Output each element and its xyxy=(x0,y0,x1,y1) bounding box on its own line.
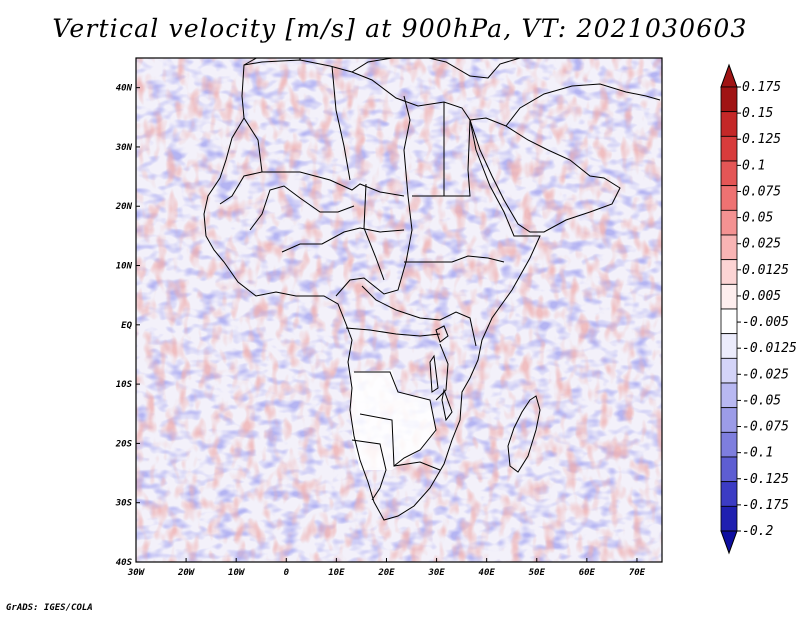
coastlines-and-borders xyxy=(203,58,661,521)
colorbar-label: -0.05 xyxy=(742,393,781,408)
x-tick-label: 20E xyxy=(377,568,395,578)
colorbar-label: 0.005 xyxy=(742,289,781,304)
colorbar-swatch xyxy=(720,135,738,162)
colorbar-swatch xyxy=(720,357,738,384)
y-tick-label: 20N xyxy=(115,202,133,212)
colorbar-label: 0.15 xyxy=(742,106,773,121)
colorbar-swatch xyxy=(720,382,738,409)
colorbar-swatch xyxy=(720,234,738,261)
colorbar-swatch xyxy=(720,185,738,211)
x-tick-label: 10W xyxy=(228,568,246,578)
x-tick-label: 30E xyxy=(427,568,445,578)
colorbar-label: -0.1 xyxy=(742,446,773,461)
y-tick-label: 10N xyxy=(116,262,133,272)
colorbar-label: -0.125 xyxy=(742,472,789,487)
y-axis-ticks: 40N 30N 20N 10N EQ 10S 20S 30S 40S xyxy=(115,84,140,568)
y-tick-label: 30N xyxy=(115,143,133,153)
y-tick-label: 20S xyxy=(115,439,133,449)
colorbar-label: -0.0125 xyxy=(742,341,797,356)
colorbar: 0.175 0.15 0.125 0.1 0.075 0.05 0.025 0.0125 0.0… xyxy=(720,63,797,555)
colorbar-label: -0.025 xyxy=(742,367,789,382)
colorbar-swatch xyxy=(720,308,738,335)
colorbar-label: 0.175 xyxy=(742,80,781,95)
y-tick-label: EQ xyxy=(121,321,132,331)
colorbar-swatch xyxy=(720,333,738,359)
x-tick-label: 40E xyxy=(479,568,496,578)
colorbar-swatch xyxy=(720,259,738,285)
x-tick-label: 10E xyxy=(328,568,345,578)
colorbar-swatch xyxy=(720,431,738,458)
colorbar-swatch xyxy=(720,481,738,507)
y-tick-label: 40N xyxy=(116,84,133,94)
colorbar-bottom-arrow xyxy=(720,530,738,555)
x-tick-label: 30W xyxy=(127,568,146,578)
colorbar-label: 0.025 xyxy=(742,237,781,252)
colorbar-label: -0.175 xyxy=(742,498,789,513)
colorbar-label: -0.005 xyxy=(742,315,789,330)
x-tick-label: 0 xyxy=(284,568,290,578)
colorbar-label: 0.075 xyxy=(742,184,781,199)
colorbar-label: 0.05 xyxy=(742,211,773,226)
velocity-field xyxy=(136,58,662,562)
colorbar-swatch xyxy=(720,283,738,310)
x-tick-label: 60E xyxy=(579,568,596,578)
x-tick-label: 70E xyxy=(629,568,646,578)
colorbar-swatch xyxy=(720,456,738,483)
colorbar-swatch xyxy=(720,111,738,137)
x-tick-label: 50E xyxy=(529,568,546,578)
colorbar-label: 0.1 xyxy=(742,158,765,173)
colorbar-swatch xyxy=(720,86,738,113)
colorbar-label: -0.075 xyxy=(742,420,789,435)
footer-credit: GrADS: IGES/COLA xyxy=(6,603,93,613)
colorbar-label: 0.0125 xyxy=(742,263,789,278)
colorbar-swatch xyxy=(720,209,738,236)
y-tick-label: 10S xyxy=(116,380,133,390)
y-tick-label: 30S xyxy=(115,499,133,509)
colorbar-label: -0.2 xyxy=(742,524,773,539)
x-axis-ticks: 30W 20W 10W 0 10E 20E 30E 40E 50E 60E 70E xyxy=(127,558,646,578)
axes: 30W 20W 10W 0 10E 20E 30E 40E 50E 60E 70E 40N 30N 20… xyxy=(115,57,663,578)
colorbar-top-arrow xyxy=(720,63,738,88)
plot-frame xyxy=(135,57,663,563)
colorbar-label: 0.125 xyxy=(742,132,781,147)
y-tick-label: 40S xyxy=(116,558,133,568)
chart-title: Vertical velocity [m/s] at 900hPa, VT: 2… xyxy=(52,14,748,43)
x-tick-label: 20W xyxy=(177,568,196,578)
colorbar-swatch xyxy=(720,160,738,187)
colorbar-swatch xyxy=(720,505,738,532)
colorbar-swatch xyxy=(720,407,738,433)
